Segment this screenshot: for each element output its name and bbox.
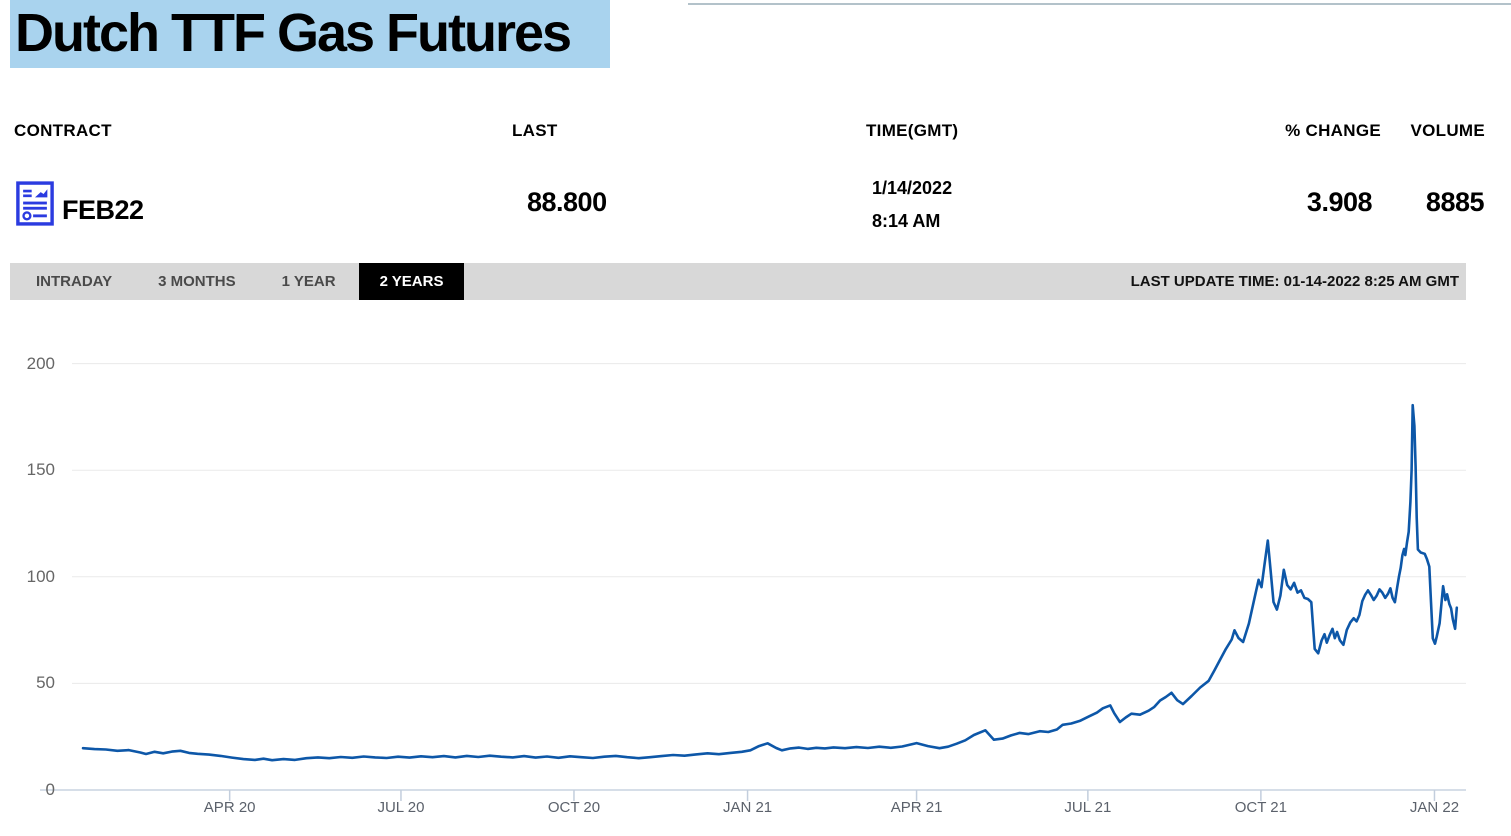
tab-2-years[interactable]: 2 YEARS	[358, 263, 465, 300]
price-line-series	[81, 403, 1459, 762]
contract-name: FEB22	[62, 195, 144, 225]
quote-date: 1/14/2022	[872, 178, 953, 198]
tab-3-months[interactable]: 3 MONTHS	[158, 273, 236, 290]
last-price-value: 88.800	[527, 187, 607, 217]
pct-change-value: 3.908	[1306, 187, 1373, 217]
column-header-contract: CONTRACT	[14, 121, 112, 140]
y-axis-label: 200	[26, 353, 55, 373]
column-header-last: LAST	[512, 121, 558, 140]
x-axis-label: JUL 20	[377, 799, 425, 816]
x-axis-label: JUL 21	[1064, 799, 1112, 816]
tab-intraday[interactable]: INTRADAY	[36, 273, 113, 290]
top-border-line	[688, 3, 1511, 5]
contract-document-icon[interactable]	[16, 180, 54, 227]
volume-value: 8885	[1425, 187, 1485, 217]
page-title-highlighted-text: Dutch TTF Gas Futures	[10, 0, 611, 68]
page-title: Dutch TTF Gas Futures	[10, 0, 611, 68]
x-axis-label: APR 20	[203, 799, 256, 816]
last-update-time: LAST UPDATE TIME: 01-14-2022 8:25 AM GMT	[1130, 273, 1459, 290]
x-axis-label: JAN 21	[722, 799, 773, 816]
column-header-pct-change: % CHANGE	[1285, 121, 1381, 140]
table-row: FEB22	[16, 180, 144, 227]
y-axis-label: 0	[45, 780, 55, 799]
quote-time: 8:14 AM	[872, 211, 941, 231]
y-axis-label: 150	[26, 460, 55, 480]
y-axis-label: 50	[36, 673, 55, 693]
x-axis-label: JAN 22	[1409, 799, 1460, 816]
column-header-time-gmt: TIME(GMT)	[866, 121, 959, 140]
x-axis-label: OCT 20	[547, 799, 601, 816]
x-axis-label: APR 21	[890, 799, 943, 816]
y-axis-label: 100	[26, 566, 55, 586]
chart-range-tabbar: INTRADAY 3 MONTHS 1 YEAR 2 YEARS LAST UP…	[10, 263, 1466, 300]
tab-1-year[interactable]: 1 YEAR	[281, 273, 336, 290]
time-gmt-value: 1/14/2022 8:14 AM	[872, 172, 952, 238]
chart-plot-area[interactable]	[72, 340, 1466, 790]
x-axis-label: OCT 21	[1234, 799, 1287, 816]
column-header-volume: VOLUME	[1410, 121, 1485, 140]
